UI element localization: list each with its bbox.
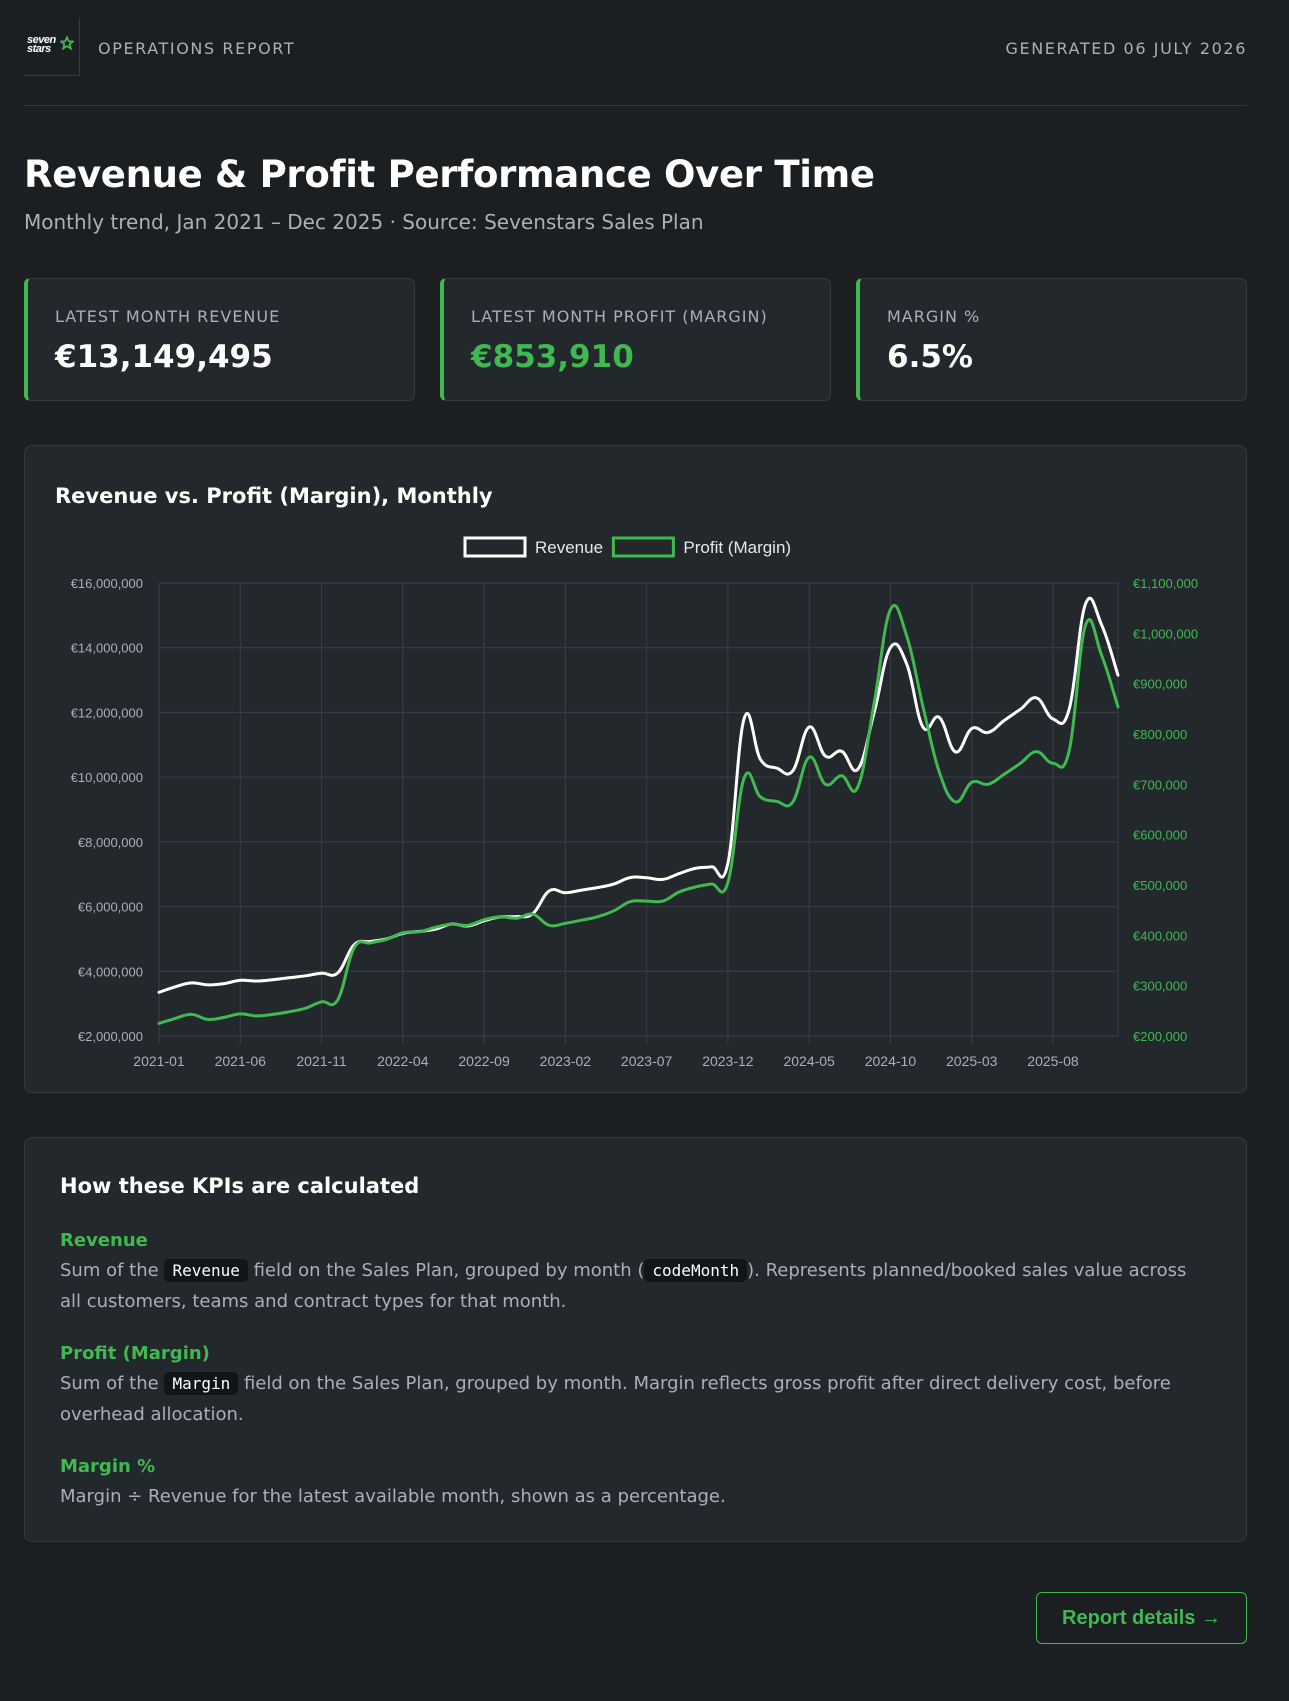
x-tick-label: 2023-02 [540,1053,592,1069]
chart-card: Revenue vs. Profit (Margin), Monthly €2,… [24,445,1247,1093]
code-codemonth: codeMonth [644,1259,748,1282]
sevenstars-logo: seven stars [24,18,80,76]
x-tick-label: 2022-09 [458,1053,510,1069]
kpi-value: €853,910 [471,339,634,375]
y-right-tick-label: €600,000 [1133,828,1187,843]
kpi-value: €13,149,495 [55,339,273,375]
logo-line-2: stars [27,43,51,55]
y-left-tick-label: €12,000,000 [71,705,143,720]
kpi-notes-card: How these KPIs are calculated Revenue Su… [24,1137,1247,1542]
page-title: Revenue & Profit Performance Over Time [24,153,875,196]
x-tick-label: 2021-06 [215,1053,267,1069]
x-tick-label: 2023-12 [702,1053,754,1069]
y-left-tick-label: €10,000,000 [71,770,143,785]
note-text: Sum of the [60,1260,165,1281]
y-left-tick-label: €8,000,000 [78,835,143,850]
star-icon [60,36,74,50]
y-right-tick-label: €900,000 [1133,677,1187,692]
y-right-tick-label: €500,000 [1133,878,1187,893]
logo-line-1: seven [27,34,56,46]
y-right-tick-label: €800,000 [1133,727,1187,742]
legend-label: Profit (Margin) [683,538,791,557]
y-right-tick-label: €300,000 [1133,979,1187,994]
generated-date: GENERATED 06 JULY 2026 [1005,39,1247,58]
y-right-tick-label: €200,000 [1133,1029,1187,1044]
note-term-margin-pct: Margin % [60,1456,156,1477]
y-left-tick-label: €2,000,000 [78,1029,143,1044]
note-term-profit: Profit (Margin) [60,1343,210,1364]
note-text: field on the Sales Plan, grouped by mont… [60,1373,1171,1425]
x-tick-label: 2025-03 [946,1053,998,1069]
x-tick-label: 2024-05 [783,1053,835,1069]
series-line-revenue [157,596,1120,994]
y-right-tick-label: €400,000 [1133,928,1187,943]
note-text: ). Represents planned/booked sales value… [60,1260,1187,1312]
note-desc-revenue: Sum of the Revenue field on the Sales Pl… [60,1255,1210,1317]
note-desc-profit: Sum of the Margin field on the Sales Pla… [60,1368,1210,1430]
x-tick-label: 2022-04 [377,1053,429,1069]
y-left-tick-label: €16,000,000 [71,576,143,591]
kpi-label: LATEST MONTH REVENUE [55,307,281,326]
note-term-revenue: Revenue [60,1230,148,1251]
y-left-tick-label: €4,000,000 [78,964,143,979]
note-text: Sum of the [60,1373,165,1394]
report-label: OPERATIONS REPORT [98,39,296,58]
kpi-card-margin-pct: MARGIN % 6.5% [856,278,1247,401]
legend-swatch [463,536,527,558]
kpi-label: LATEST MONTH PROFIT (MARGIN) [471,307,768,326]
kpi-card-revenue: LATEST MONTH REVENUE €13,149,495 [24,278,415,401]
code-margin: Margin [164,1372,239,1395]
x-tick-label: 2025-08 [1027,1053,1079,1069]
chart-title: Revenue vs. Profit (Margin), Monthly [55,484,493,508]
legend-swatch [611,536,675,558]
y-left-tick-label: €14,000,000 [71,641,143,656]
kpi-card-profit: LATEST MONTH PROFIT (MARGIN) €853,910 [440,278,831,401]
y-right-tick-label: €1,000,000 [1133,626,1198,641]
notes-title: How these KPIs are calculated [60,1174,420,1198]
x-tick-label: 2023-07 [621,1053,673,1069]
y-left-tick-label: €6,000,000 [78,900,143,915]
x-tick-label: 2024-10 [865,1053,917,1069]
note-text: field on the Sales Plan, grouped by mont… [247,1260,645,1281]
revenue-profit-line-chart: €2,000,000 €4,000,000 €6,000,000 €8,000,000… [71,536,1198,1069]
page-subtitle: Monthly trend, Jan 2021 – Dec 2025 · Sou… [24,210,704,234]
legend-label: Revenue [535,538,603,557]
note-desc-margin-pct: Margin ÷ Revenue for the latest availabl… [60,1486,726,1507]
kpi-label: MARGIN % [887,307,981,326]
y-right-tick-label: €1,100,000 [1133,576,1198,591]
code-revenue: Revenue [164,1259,248,1282]
x-tick-label: 2021-01 [133,1053,185,1069]
report-header: seven stars OPERATIONS REPORT GENERATED 0… [24,18,1247,106]
x-tick-label: 2021-11 [296,1053,347,1069]
y-right-tick-label: €700,000 [1133,777,1187,792]
series-line-profit-margin [157,603,1120,1025]
kpi-value: 6.5% [887,339,973,375]
report-details-button[interactable]: Report details → [1036,1592,1247,1644]
